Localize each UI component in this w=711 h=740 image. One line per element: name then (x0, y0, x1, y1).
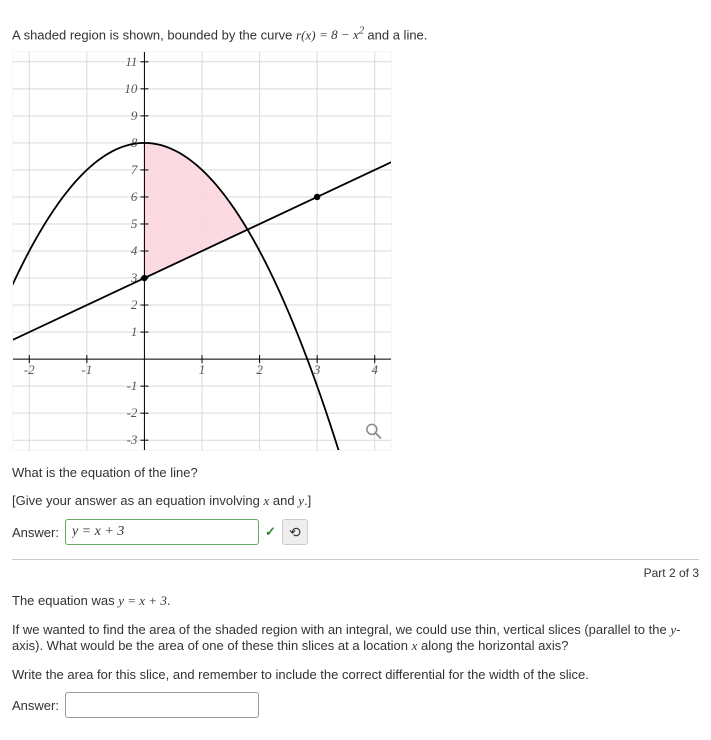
part-label: Part 2 of 3 (12, 566, 699, 580)
svg-text:5: 5 (131, 216, 138, 231)
svg-text:1: 1 (131, 324, 138, 339)
intro-post: and a line. (367, 27, 427, 42)
q1-answer-row: Answer: ✓ ⟲ (12, 519, 699, 545)
svg-text:-1: -1 (127, 378, 138, 393)
svg-text:2: 2 (131, 297, 138, 312)
part2-eq-line: The equation was y = x + 3. (12, 593, 699, 609)
svg-text:2: 2 (256, 362, 263, 377)
svg-text:7: 7 (131, 162, 138, 177)
check-icon: ✓ (265, 524, 276, 540)
part2-instruct: Write the area for this slice, and remem… (12, 667, 699, 682)
retry-button[interactable]: ⟲ (282, 519, 308, 545)
q2-answer-row: Answer: (12, 692, 699, 718)
svg-text:10: 10 (124, 81, 138, 96)
svg-text:11: 11 (125, 54, 137, 69)
q1-prompt: What is the equation of the line? (12, 465, 699, 480)
svg-text:9: 9 (131, 108, 138, 123)
svg-text:-2: -2 (24, 362, 35, 377)
q2-answer-label: Answer: (12, 698, 59, 713)
q2-answer-input[interactable] (65, 692, 259, 718)
svg-text:4: 4 (131, 243, 138, 258)
intro-pre: A shaded region is shown, bounded by the… (12, 27, 296, 42)
svg-text:4: 4 (371, 362, 378, 377)
q1-answer-label: Answer: (12, 525, 59, 540)
svg-text:6: 6 (131, 189, 138, 204)
q1-answer-input[interactable] (65, 519, 259, 545)
intro-eq-left: r(x) (296, 27, 316, 42)
svg-text:8: 8 (131, 135, 138, 150)
svg-text:-3: -3 (127, 433, 138, 448)
svg-text:1: 1 (199, 362, 206, 377)
divider (12, 559, 699, 560)
svg-text:3: 3 (313, 362, 321, 377)
retry-icon: ⟲ (289, 524, 301, 541)
intro-eq-right: = 8 − x2 (319, 27, 367, 42)
svg-text:-1: -1 (81, 362, 92, 377)
svg-text:-2: -2 (127, 405, 138, 420)
part2-para: If we wanted to find the area of the sha… (12, 622, 699, 654)
q1-hint: [Give your answer as an equation involvi… (12, 493, 699, 509)
intro-text: A shaded region is shown, bounded by the… (12, 25, 699, 43)
graph: -2-11234-3-2-11234567891011 (12, 51, 392, 451)
